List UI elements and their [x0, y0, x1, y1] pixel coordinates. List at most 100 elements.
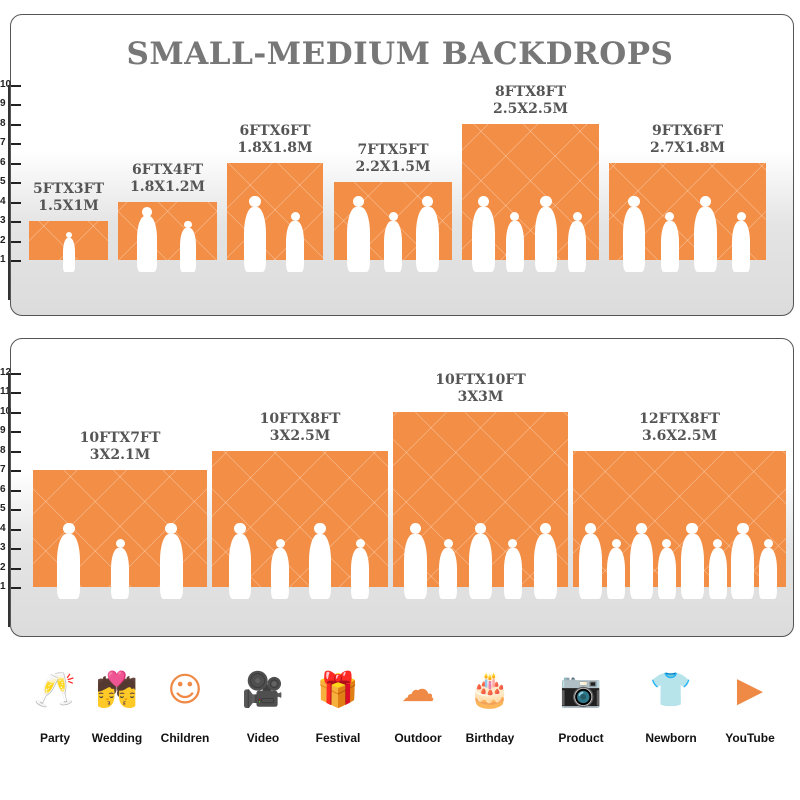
- use-case-outdoor: ☁ Outdoor: [383, 665, 453, 745]
- axis-tick: 2: [0, 561, 20, 573]
- head: [234, 523, 246, 535]
- head: [249, 196, 261, 208]
- play-button-icon: ▶: [736, 670, 764, 710]
- person-silhouette: [607, 539, 626, 599]
- person-silhouette: [568, 212, 587, 272]
- head: [585, 523, 597, 535]
- axis-tick: 8: [0, 444, 20, 456]
- head: [388, 212, 398, 221]
- body: [404, 533, 428, 599]
- body: [439, 547, 458, 599]
- use-case-party: 🥂 Party: [20, 665, 90, 745]
- size-label: 5FTX3FT 1.5X1M: [9, 181, 128, 215]
- body: [137, 216, 157, 272]
- size-meters: 2.7X1.8M: [649, 139, 726, 156]
- axis-tick: 3: [0, 215, 20, 226]
- body: [57, 533, 81, 599]
- size-feet: 5FTX3FT: [32, 181, 105, 197]
- camera-icon: 📷: [559, 670, 603, 710]
- size-meters: 2.5X2.5M: [492, 100, 569, 117]
- head: [352, 196, 364, 208]
- use-case-label: Children: [160, 731, 210, 745]
- person-silhouette: [657, 539, 676, 599]
- head: [540, 196, 552, 208]
- person-silhouette: [732, 212, 751, 272]
- body: [568, 220, 587, 272]
- size-feet: 9FTX6FT: [651, 122, 724, 139]
- size-label: 6FTX4FT 1.8X1.2M: [98, 162, 237, 196]
- gift-box-icon: 🎁: [316, 670, 360, 710]
- size-meters: 3X3M: [457, 388, 504, 405]
- size-label: 12FTX8FT 3.6X2.5M: [553, 411, 800, 445]
- body: [693, 206, 717, 272]
- size-feet: 6FTX4FT: [131, 161, 204, 178]
- person-silhouette: [228, 523, 252, 599]
- head: [713, 539, 723, 548]
- body: [416, 206, 440, 272]
- wedding-couple-icon: 💏: [95, 670, 139, 710]
- head: [510, 212, 520, 221]
- size-meters: 1.8X1.8M: [237, 139, 313, 156]
- person-silhouette: [137, 206, 157, 272]
- axis-tick: 12: [0, 366, 22, 378]
- size-meters: 3X2.1M: [89, 447, 151, 463]
- body: [243, 206, 267, 272]
- person-silhouette: [351, 539, 369, 599]
- axis-tick: 4: [0, 522, 20, 534]
- size-label: 6FTX6FT 1.8X1.8M: [207, 123, 343, 157]
- head: [572, 212, 582, 221]
- use-case-icons: 🥂 Party 💏 Wedding ☺ Children 🎥 Video 🎁 Festival ☁ O…: [0, 665, 800, 765]
- person-silhouette: [271, 539, 289, 599]
- axis-tick: 10: [0, 405, 22, 417]
- person-silhouette: [111, 539, 129, 599]
- person-silhouette: [286, 212, 304, 272]
- axis-tick: 2: [0, 234, 20, 246]
- size-feet: 8FTX8FT: [494, 83, 567, 100]
- body: [271, 547, 289, 599]
- head: [611, 539, 621, 548]
- birthday-cake-icon: 🎂: [468, 670, 512, 710]
- head: [165, 523, 177, 535]
- children-faces-icon: ☺: [167, 670, 203, 710]
- axis-tick: 8: [0, 117, 20, 129]
- body: [607, 547, 626, 599]
- head: [508, 539, 518, 548]
- body: [228, 533, 252, 599]
- head: [662, 539, 672, 548]
- head: [184, 220, 192, 229]
- person-silhouette: [404, 523, 428, 599]
- top-backdrop-6ftx4ft: [118, 201, 217, 260]
- head: [737, 523, 749, 535]
- body: [732, 220, 751, 272]
- axis-tick: 10: [0, 78, 22, 90]
- use-case-children: ☺ Children: [150, 665, 220, 745]
- axis-tick: 6: [0, 483, 20, 495]
- size-label: 8FTX8FT 2.5X2.5M: [442, 84, 619, 118]
- person-silhouette: [57, 523, 81, 599]
- use-case-label: Wedding: [91, 731, 143, 745]
- body: [505, 220, 524, 272]
- size-label: 7FTX5FT 2.2X1.5M: [314, 142, 472, 176]
- head: [443, 539, 453, 548]
- body: [159, 533, 183, 599]
- axis-tick: 6: [0, 156, 20, 168]
- head: [290, 212, 300, 221]
- axis-line: [8, 84, 10, 300]
- person-silhouette: [534, 196, 558, 272]
- use-case-product: 📷 Product: [546, 665, 616, 745]
- axis-tick: 7: [0, 137, 20, 148]
- head: [141, 206, 152, 217]
- person-silhouette: [660, 212, 679, 272]
- cloud-icon: ☁: [401, 670, 435, 710]
- baby-onesie-icon: 👕: [649, 670, 693, 710]
- person-silhouette: [346, 196, 370, 272]
- person-silhouette: [622, 196, 646, 272]
- axis-tick: 11: [0, 386, 21, 397]
- head: [63, 523, 75, 535]
- axis-line: [8, 372, 10, 627]
- head: [65, 232, 72, 238]
- person-silhouette: [533, 523, 557, 599]
- size-label: 10FTX7FT 3X2.1M: [13, 430, 227, 464]
- size-label: 10FTX10FT 3X3M: [373, 372, 588, 406]
- top-backdrop-6ftx6ft: [227, 162, 323, 260]
